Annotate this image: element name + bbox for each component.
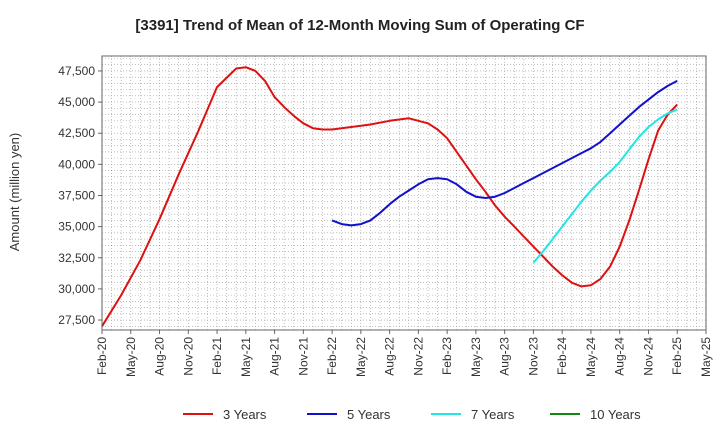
x-tick-label: May-25	[699, 337, 713, 377]
y-tick-label: 30,000	[58, 282, 95, 296]
y-tick-label: 40,000	[58, 157, 95, 171]
x-tick-label: Nov-24	[641, 337, 655, 376]
x-tick-label: May-22	[354, 337, 368, 377]
x-tick-label: Feb-24	[555, 337, 569, 375]
chart-title: [3391] Trend of Mean of 12-Month Moving …	[135, 17, 584, 34]
x-tick-label: Nov-20	[181, 337, 195, 376]
x-tick-label: May-23	[469, 337, 483, 377]
series-lines	[101, 66, 678, 327]
x-tick-label: Aug-21	[268, 337, 282, 376]
x-tick-label: May-21	[239, 337, 253, 377]
y-tick-label: 42,500	[58, 126, 95, 140]
x-tick-label: Feb-23	[440, 337, 454, 375]
legend-label-7-years: 7 Years	[471, 407, 515, 422]
x-tick-label: Nov-21	[296, 337, 310, 376]
y-tick-label: 32,500	[58, 251, 95, 265]
x-tick-label: Aug-20	[153, 337, 167, 376]
x-tick-label: Aug-24	[613, 337, 627, 376]
legend-label-10-years: 10 Years	[590, 407, 641, 422]
y-tick-label: 35,000	[58, 220, 95, 234]
legend-label-3-years: 3 Years	[223, 407, 267, 422]
y-tick-label: 37,500	[58, 188, 95, 202]
x-tick-label: Nov-22	[411, 337, 425, 376]
x-tick-label: Feb-20	[95, 337, 109, 375]
x-tick-label: Feb-22	[325, 337, 339, 375]
legend: 3 Years 5 Years 7 Years 10 Years	[183, 407, 641, 422]
y-axis-label: Amount (million yen)	[7, 133, 22, 252]
x-tick-label: May-20	[124, 337, 138, 377]
x-tick-label: Aug-23	[498, 337, 512, 376]
y-tick-label: 47,500	[58, 64, 95, 78]
y-tick-labels: 27,500 30,000 32,500 35,000 37,500 40,000 42,5…	[58, 64, 102, 327]
grid-lines	[102, 56, 706, 330]
series-line-5-years	[331, 80, 678, 227]
x-tick-label: Nov-23	[526, 337, 540, 376]
plot-frame	[101, 55, 707, 331]
x-tick-label: May-24	[584, 337, 598, 377]
x-tick-label: Feb-21	[210, 337, 224, 375]
y-tick-label: 45,000	[58, 95, 95, 109]
x-tick-label: Feb-25	[670, 337, 684, 375]
x-tick-labels: Feb-20 May-20 Aug-20 Nov-20 Feb-21 May-21 Aug-…	[95, 330, 713, 377]
series-line-3-years	[101, 66, 678, 327]
x-tick-label: Aug-22	[383, 337, 397, 376]
legend-label-5-years: 5 Years	[347, 407, 391, 422]
series-line-7-years	[532, 108, 678, 264]
y-tick-label: 27,500	[58, 313, 95, 327]
